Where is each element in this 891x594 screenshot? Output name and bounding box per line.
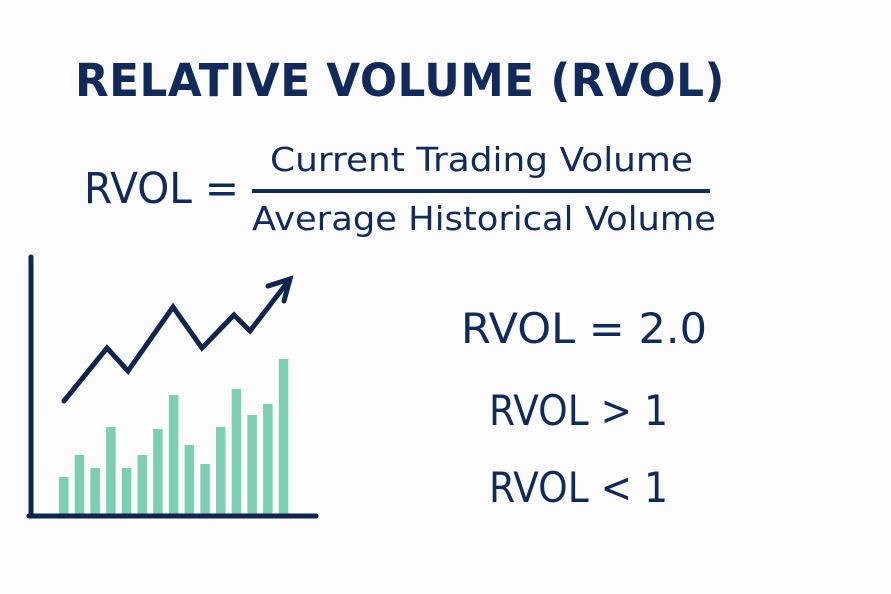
example-rvol-less: RVOL < 1 [489, 463, 668, 512]
volume-bar [121, 468, 132, 514]
volume-bar [263, 404, 273, 514]
example-rvol-equals: RVOL = 2.0 [461, 304, 707, 353]
volume-bar [231, 389, 242, 514]
formula-numerator: Current Trading Volume [270, 140, 693, 179]
formula-denominator: Average Historical Volume [252, 199, 716, 238]
page-title: RELATIVE VOLUME (RVOL) [75, 54, 725, 107]
volume-bar [153, 429, 163, 514]
fraction-divider [252, 189, 710, 193]
volume-bar [106, 427, 116, 514]
volume-bars [59, 359, 289, 514]
volume-bar [184, 445, 195, 514]
volume-bar [168, 395, 179, 514]
volume-bar [90, 468, 100, 514]
volume-bar [200, 464, 210, 514]
volume-bar [74, 455, 85, 514]
trend-line [61, 276, 293, 404]
volume-bar [137, 455, 147, 514]
volume-bar [216, 427, 226, 514]
volume-bar [278, 359, 289, 514]
volume-bar [247, 415, 257, 514]
arrowhead-icon [265, 275, 294, 304]
formula-lhs: RVOL = [84, 164, 239, 214]
example-rvol-greater: RVOL > 1 [489, 386, 668, 435]
volume-bar [59, 477, 69, 514]
